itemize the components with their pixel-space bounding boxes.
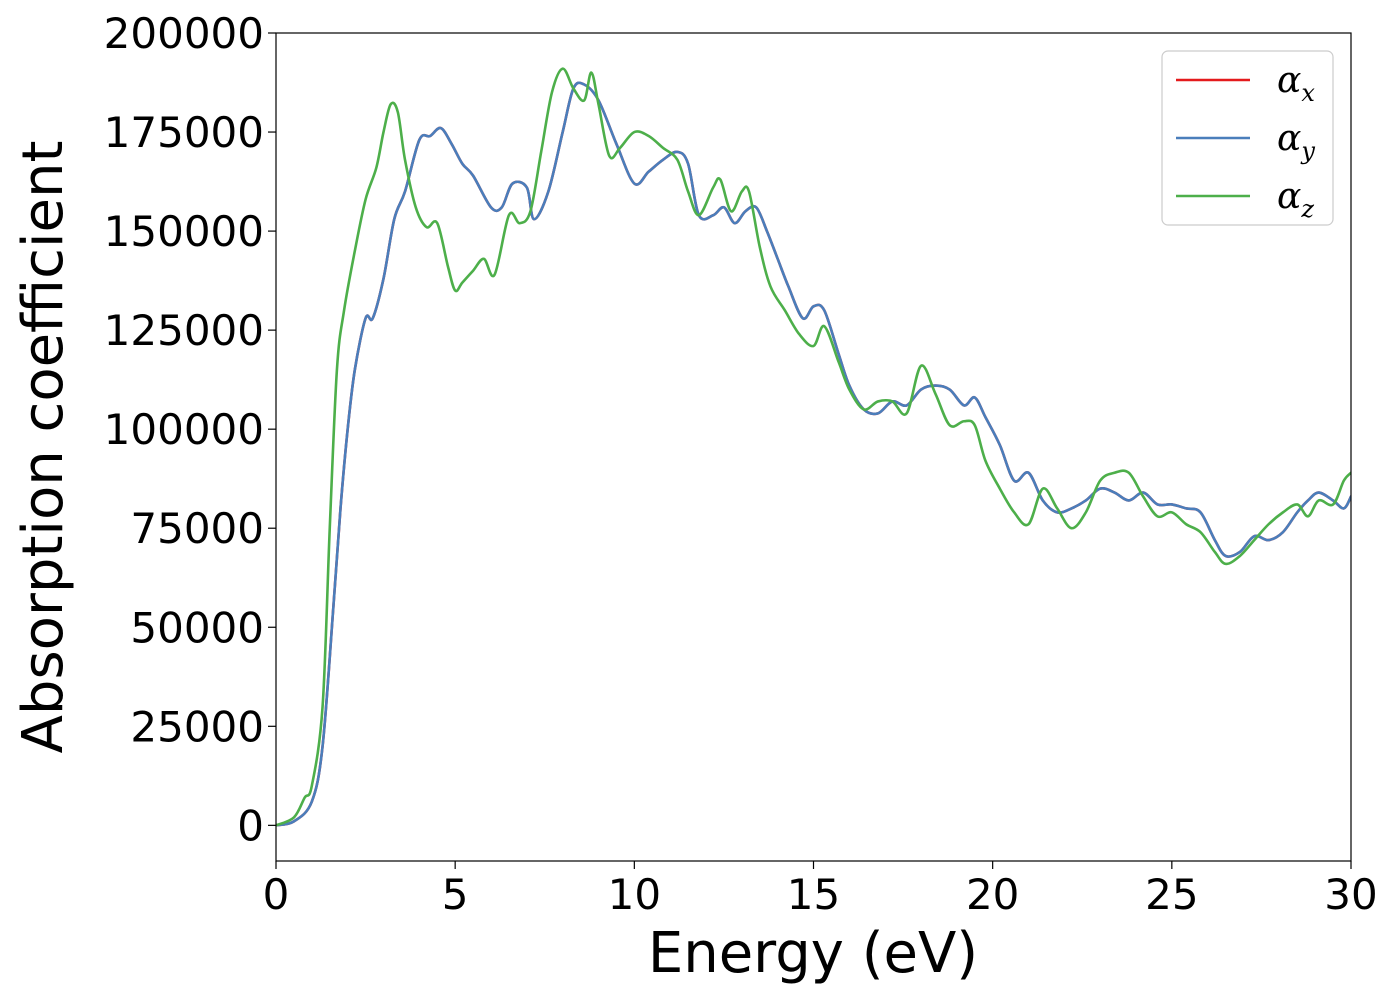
series-line-y [276,81,1351,827]
y-tick-label: 50000 [130,603,264,652]
y-tick-label: 25000 [130,702,264,751]
y-tick-label: 175000 [104,108,264,157]
y-axis-label: Absorption coefficient [11,141,76,754]
legend-label-symbol: α [1277,176,1301,217]
legend-label-z: αz [1277,176,1314,223]
y-tick-label: 150000 [104,207,264,256]
y-tick-label: 125000 [104,306,264,355]
x-tick-label: 15 [787,870,840,919]
y-axis: 0 25000 50000 75000 100000 125000 150000 175000… [104,9,276,850]
y-tick-label: 75000 [130,504,264,553]
x-axis: 0 5 10 15 20 25 30 [263,861,1378,919]
legend-label-y: αy [1277,118,1315,165]
x-tick-label: 10 [608,870,661,919]
x-tick-label: 25 [1145,870,1198,919]
legend-label-x: αx [1277,60,1315,107]
series-layer [276,67,1351,827]
x-tick-label: 0 [263,870,290,919]
legend-label-symbol: α [1277,118,1301,159]
y-tick-label: 100000 [104,405,264,454]
x-tick-label: 30 [1324,870,1377,919]
x-axis-label: Energy (eV) [648,921,978,986]
y-tick-label: 0 [237,801,264,850]
legend-label-subscript: y [1300,137,1315,165]
legend-label-subscript: z [1300,195,1314,223]
y-tick-label: 200000 [104,9,264,58]
series-line-z [276,67,1351,827]
legend-label-symbol: α [1277,60,1301,101]
legend-label-subscript: x [1301,79,1315,107]
x-tick-label: 20 [966,870,1019,919]
x-tick-label: 5 [442,870,469,919]
